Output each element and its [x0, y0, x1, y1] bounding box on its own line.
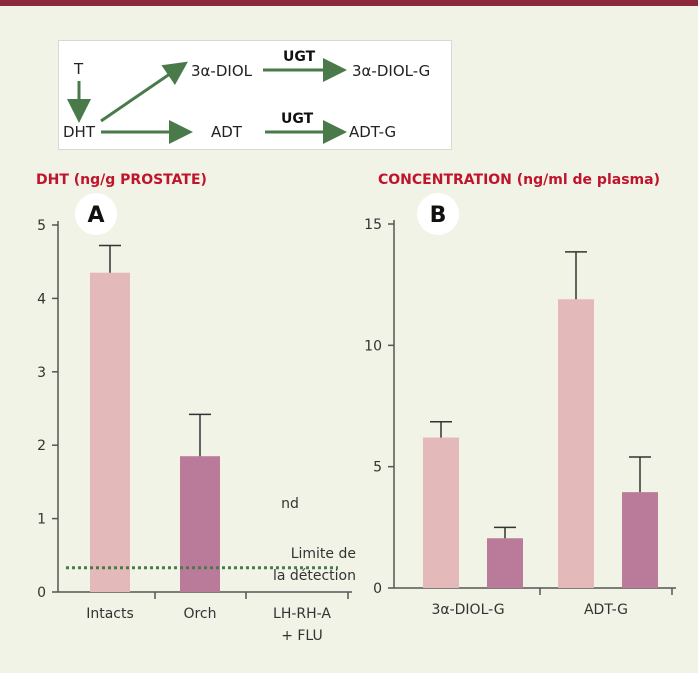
panel-a-bar [90, 272, 130, 592]
panel-b-badge-letter: B [430, 203, 447, 228]
pathway-ugt-top: UGT [283, 49, 316, 65]
pathway-diagram: T DHT 3α-DIOL 3α-DIOL-G ADT ADT-G UGT UG… [58, 40, 452, 150]
panel-b-bar [622, 492, 658, 588]
panel-b-bar [423, 437, 459, 588]
panel-b-y-tick-label: 5 [373, 460, 382, 476]
pathway-dht: DHT [63, 123, 96, 141]
panel-a-badge [75, 193, 117, 235]
pathway-diol: 3α-DIOL [191, 62, 253, 80]
arrow-dht-diol [100, 61, 188, 123]
panel-a-y-tick-label: 3 [37, 365, 46, 381]
detection-limit-label: la détection [273, 568, 356, 584]
pathway-diol-g: 3α-DIOL-G [352, 62, 430, 80]
panel-a-category-label: Orch [183, 606, 216, 622]
pathway-ugt-bottom: UGT [281, 111, 314, 127]
pathway-t: T [73, 60, 84, 78]
panel-a-y-tick-label: 1 [37, 512, 46, 528]
panel-a-category-label: + FLU [281, 628, 323, 644]
pathway-adt-g: ADT-G [349, 123, 396, 141]
detection-limit-label: Limite de [291, 546, 356, 562]
panel-b-y-tick-label: 10 [364, 338, 382, 354]
panel-a-category-label: LH-RH-A [273, 606, 331, 622]
panel-b-bar [487, 538, 523, 588]
panel-a-bar [180, 456, 220, 592]
panel-a-title: DHT (ng/g PROSTATE) [36, 172, 207, 188]
panel-a-y-tick-label: 0 [37, 585, 46, 601]
panel-a-y-tick-label: 4 [37, 291, 46, 307]
panel-b-title: CONCENTRATION (ng/ml de plasma) [378, 172, 660, 188]
pathway-adt: ADT [211, 123, 243, 141]
nd-label: nd [281, 496, 299, 512]
panel-b-badge [417, 193, 459, 235]
panel-b-y-tick-label: 0 [373, 581, 382, 597]
panel-a-y-tick-label: 2 [37, 438, 46, 454]
pathway-svg: T DHT 3α-DIOL 3α-DIOL-G ADT ADT-G UGT UG… [63, 49, 430, 144]
panel-b-bar [558, 299, 594, 588]
panel-a-y-tick-label: 5 [37, 218, 46, 234]
panel-b-category-label: 3α-DIOL-G [431, 602, 504, 618]
panel-b-category-label: ADT-G [584, 602, 628, 618]
top-rule [0, 0, 698, 6]
panel-a-badge-letter: A [87, 203, 104, 228]
panel-a-category-label: Intacts [86, 606, 134, 622]
panel-b-y-tick-label: 15 [364, 217, 382, 233]
